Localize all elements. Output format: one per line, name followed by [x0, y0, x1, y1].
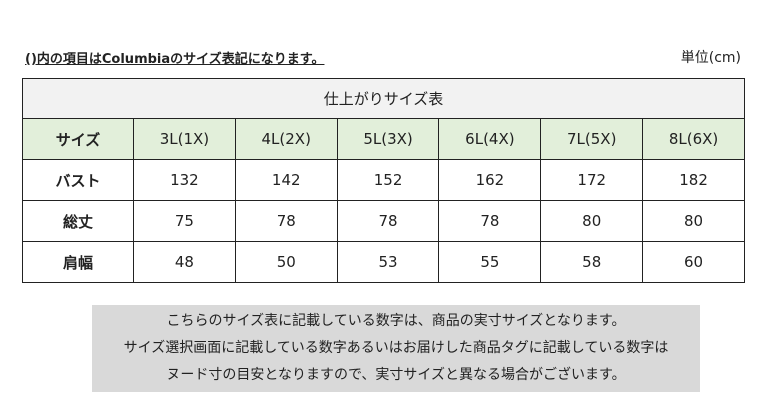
cell: 132 [133, 159, 236, 201]
title-row: 仕上がりサイズ表 [22, 78, 745, 119]
cell: 58 [540, 241, 644, 283]
footer-note: こちらのサイズ表に記載している数字は、商品の実寸サイズとなります。サイズ選択画面… [92, 305, 700, 392]
data-row: バスト 132 142 152 162 172 182 [22, 159, 745, 201]
row-label: 総丈 [22, 200, 134, 242]
cell: 78 [438, 200, 542, 242]
cell: 50 [234, 241, 338, 283]
cell: 80 [540, 200, 644, 242]
header-cell: 6L(4X) [438, 118, 542, 160]
header-cell: 4L(2X) [234, 118, 338, 160]
header-cell: 3L(1X) [133, 118, 236, 160]
size-table: 仕上がりサイズ表 サイズ 3L(1X) 4L(2X) 5L(3X) 6L(4X) 7L(5X… [22, 78, 745, 283]
footer-line: ヌード寸の目安となりますので、実寸サイズと異なる場合がございます。 [166, 367, 626, 383]
cell: 78 [234, 200, 338, 242]
row-label: 肩幅 [22, 241, 134, 283]
note: ()内の項目はColumbiaのサイズ表記になります。 [25, 52, 325, 67]
unit-label: 単位(cm) [680, 50, 741, 66]
footer-line: こちらのサイズ表に記載している数字は、商品の実寸サイズとなります。 [166, 313, 626, 329]
cell: 162 [438, 159, 542, 201]
header-cell: 8L(6X) [642, 118, 745, 160]
footer-line: サイズ選択画面に記載している数字あるいはお届けした商品タグに記載している数字は [123, 340, 669, 356]
cell: 142 [234, 159, 338, 201]
cell: 53 [336, 241, 440, 283]
cell: 182 [642, 159, 745, 201]
cell: 152 [336, 159, 440, 201]
cell: 172 [540, 159, 644, 201]
cell: 48 [133, 241, 236, 283]
data-row: 総丈 75 78 78 78 80 80 [22, 200, 745, 242]
cell: 78 [336, 200, 440, 242]
table-title: 仕上がりサイズ表 [22, 78, 745, 119]
cell: 80 [642, 200, 745, 242]
cell: 75 [133, 200, 236, 242]
row-label: バスト [22, 159, 134, 201]
header-cell: サイズ [22, 118, 134, 160]
header-cell: 5L(3X) [336, 118, 440, 160]
cell: 55 [438, 241, 542, 283]
cell: 60 [642, 241, 745, 283]
data-row: 肩幅 48 50 53 55 58 60 [22, 241, 745, 283]
header-row: サイズ 3L(1X) 4L(2X) 5L(3X) 6L(4X) 7L(5X) 8L(6X) [22, 118, 745, 160]
header-cell: 7L(5X) [540, 118, 644, 160]
